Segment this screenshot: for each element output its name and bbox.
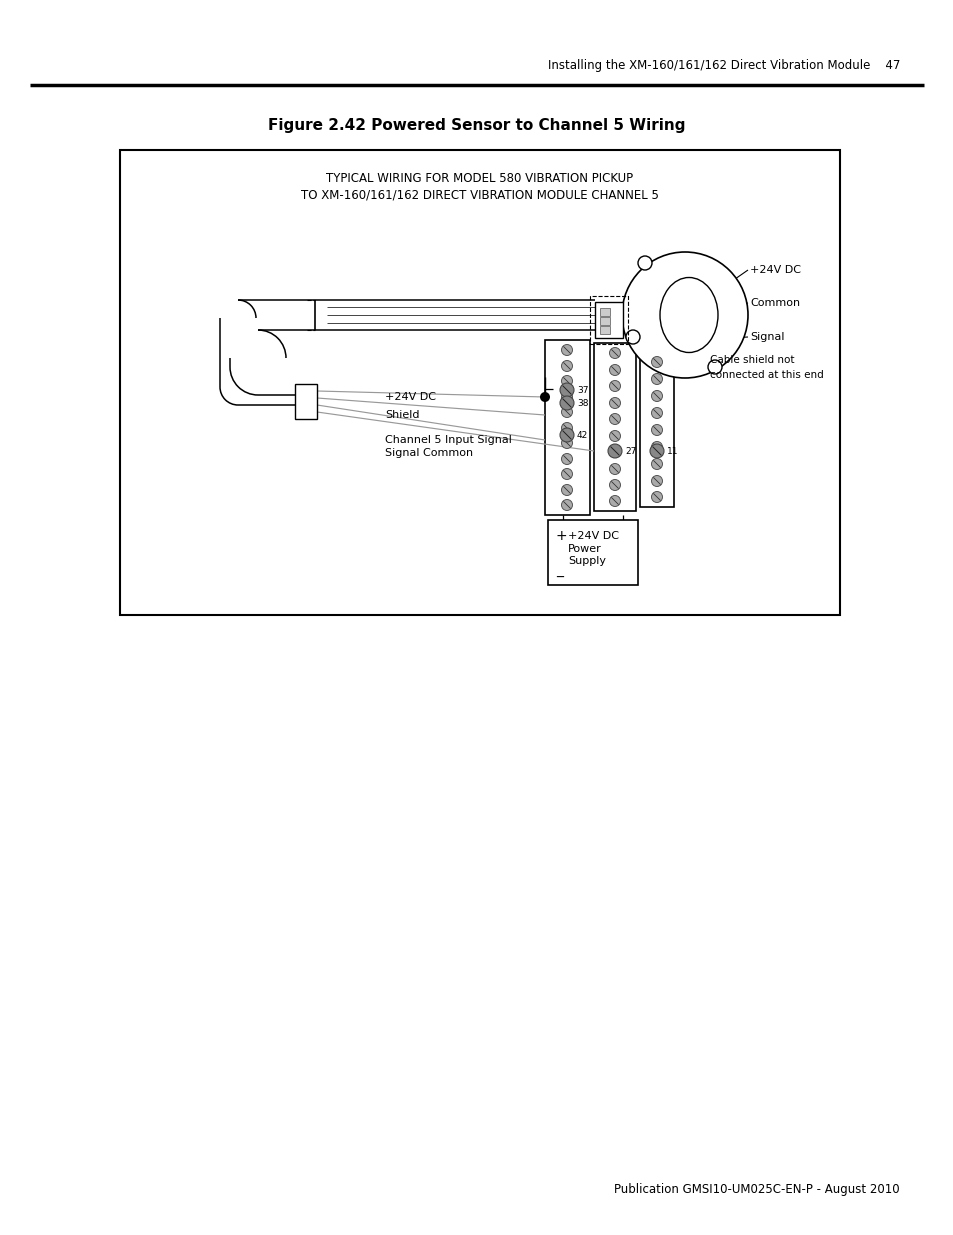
Circle shape — [609, 380, 619, 391]
Text: 37: 37 — [577, 385, 588, 394]
Bar — [594, 343, 636, 511]
Text: Figure 2.42 Powered Sensor to Channel 5 Wiring: Figure 2.42 Powered Sensor to Channel 5 … — [268, 117, 685, 132]
Bar — [547, 520, 638, 585]
Text: Channel 5 Input Signal: Channel 5 Input Signal — [385, 435, 512, 445]
Circle shape — [651, 373, 661, 384]
Text: Installing the XM-160/161/162 Direct Vibration Module    47: Installing the XM-160/161/162 Direct Vib… — [547, 59, 899, 72]
Circle shape — [609, 414, 619, 425]
Circle shape — [561, 361, 572, 372]
Circle shape — [609, 447, 619, 457]
Circle shape — [561, 422, 572, 433]
Circle shape — [561, 437, 572, 448]
Text: 38: 38 — [577, 399, 588, 408]
Bar — [544, 340, 589, 515]
Circle shape — [651, 357, 661, 368]
Text: TYPICAL WIRING FOR MODEL 580 VIBRATION PICKUP: TYPICAL WIRING FOR MODEL 580 VIBRATION P… — [326, 172, 633, 184]
Circle shape — [607, 445, 621, 458]
Text: Cable shield not: Cable shield not — [709, 354, 794, 366]
Bar — [294, 384, 316, 419]
Circle shape — [609, 364, 619, 375]
Text: _: _ — [556, 564, 562, 578]
Bar — [589, 296, 627, 345]
Circle shape — [651, 425, 661, 436]
Circle shape — [609, 495, 619, 506]
Circle shape — [539, 391, 550, 403]
Ellipse shape — [659, 278, 718, 352]
Circle shape — [559, 396, 574, 410]
Text: +24V DC: +24V DC — [567, 531, 618, 541]
Text: Publication GMSI10-UM025C-EN-P - August 2010: Publication GMSI10-UM025C-EN-P - August … — [614, 1183, 899, 1197]
Text: Signal: Signal — [749, 332, 783, 342]
Text: 27: 27 — [624, 447, 636, 456]
Circle shape — [561, 345, 572, 356]
Circle shape — [561, 375, 572, 387]
Circle shape — [609, 463, 619, 474]
Circle shape — [651, 475, 661, 487]
Circle shape — [561, 406, 572, 417]
Circle shape — [609, 431, 619, 441]
Bar — [120, 149, 840, 615]
Bar — [599, 326, 609, 333]
Text: Shield: Shield — [385, 410, 419, 420]
Circle shape — [651, 390, 661, 401]
Circle shape — [561, 468, 572, 479]
Circle shape — [651, 441, 661, 452]
Circle shape — [638, 256, 651, 270]
Circle shape — [559, 383, 574, 396]
Circle shape — [649, 445, 663, 458]
Text: +24V DC: +24V DC — [385, 391, 436, 403]
Circle shape — [609, 479, 619, 490]
Circle shape — [609, 398, 619, 409]
Circle shape — [561, 391, 572, 403]
Circle shape — [651, 458, 661, 469]
Text: connected at this end: connected at this end — [709, 370, 822, 380]
Circle shape — [561, 499, 572, 510]
Text: 11: 11 — [666, 447, 678, 456]
Text: +24V DC: +24V DC — [749, 266, 801, 275]
Bar — [599, 317, 609, 325]
Circle shape — [651, 492, 661, 503]
Text: Power: Power — [567, 543, 601, 555]
Circle shape — [561, 453, 572, 464]
Circle shape — [561, 484, 572, 495]
Text: 42: 42 — [577, 431, 588, 440]
Bar — [639, 352, 673, 508]
Bar — [595, 303, 622, 338]
Circle shape — [609, 347, 619, 358]
Circle shape — [559, 429, 574, 442]
Circle shape — [651, 408, 661, 419]
Circle shape — [621, 252, 747, 378]
Text: Common: Common — [749, 298, 800, 308]
Circle shape — [625, 330, 639, 345]
Text: Signal Common: Signal Common — [385, 448, 473, 458]
Text: +: + — [556, 529, 567, 543]
Circle shape — [707, 359, 721, 374]
Text: TO XM-160/161/162 DIRECT VIBRATION MODULE CHANNEL 5: TO XM-160/161/162 DIRECT VIBRATION MODUL… — [301, 189, 659, 201]
Bar — [599, 308, 609, 316]
Text: Supply: Supply — [567, 556, 605, 566]
